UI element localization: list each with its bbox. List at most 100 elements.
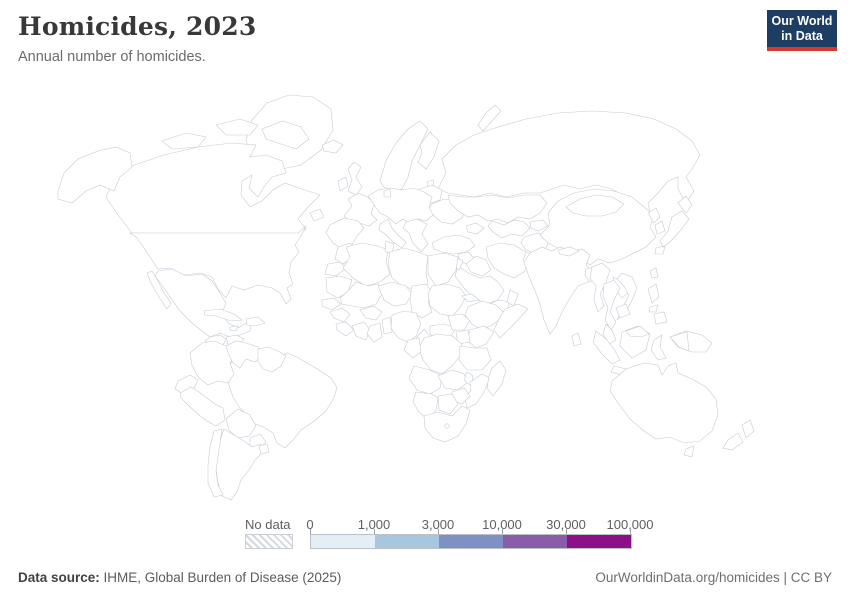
legend-tick-2: 3,000 — [421, 517, 455, 532]
lesotho-gap — [444, 423, 450, 429]
country-burkina[interactable] — [359, 305, 383, 321]
data-source-label: Data source: — [18, 570, 100, 585]
country-cambodia[interactable] — [615, 303, 631, 319]
country-taiwan[interactable] — [649, 267, 659, 279]
country-west-papua[interactable] — [669, 331, 690, 352]
legend-bin-0[interactable] — [311, 535, 375, 548]
country-ghana[interactable] — [366, 322, 383, 343]
country-myanmar[interactable] — [589, 262, 611, 313]
country-ethiopia[interactable] — [464, 300, 506, 331]
legend-tickmark — [502, 529, 503, 534]
owid-logo-line1: Our World — [771, 14, 833, 28]
country-egypt[interactable] — [427, 252, 459, 287]
country-uk[interactable] — [347, 161, 363, 196]
legend-bin-1[interactable] — [375, 535, 439, 548]
country-angola[interactable] — [408, 365, 443, 395]
country-alaska[interactable] — [57, 146, 133, 204]
country-australia[interactable] — [609, 362, 719, 444]
country-india[interactable] — [523, 246, 593, 335]
country-nepal[interactable] — [557, 246, 580, 257]
country-mexico[interactable] — [146, 268, 253, 338]
country-malaysia[interactable] — [602, 323, 650, 345]
country-kenya[interactable] — [466, 325, 495, 349]
country-libya[interactable] — [387, 247, 429, 291]
country-bolivia[interactable] — [225, 408, 257, 439]
country-jamaica[interactable] — [229, 325, 239, 332]
country-south-korea[interactable] — [654, 220, 666, 235]
no-data-swatch[interactable] — [245, 534, 293, 549]
country-tasmania[interactable] — [683, 445, 695, 458]
chart-header: Homicides, 2023 Annual number of homicid… — [18, 12, 256, 65]
country-uruguay[interactable] — [258, 443, 270, 455]
country-finland[interactable] — [417, 131, 440, 170]
country-algeria[interactable] — [342, 242, 391, 287]
country-turkey[interactable] — [431, 234, 476, 255]
map-legend: No data 0 1,000 3,000 10,000 30,000 100,… — [245, 515, 654, 551]
country-botswana[interactable] — [437, 393, 459, 415]
page-subtitle: Annual number of homicides. — [18, 49, 206, 65]
country-iceland[interactable] — [321, 139, 344, 154]
country-somalia[interactable] — [493, 303, 529, 339]
country-chad[interactable] — [409, 283, 433, 319]
country-sudan[interactable] — [427, 283, 467, 317]
data-source-text: IHME, Global Burden of Disease (2025) — [99, 570, 342, 585]
country-caucasus[interactable] — [465, 222, 485, 235]
country-central-europe[interactable] — [367, 187, 434, 225]
owid-logo[interactable]: Our World in Data — [767, 10, 837, 51]
country-hispaniola[interactable] — [245, 316, 266, 327]
country-japan[interactable] — [654, 195, 693, 255]
country-philippines[interactable] — [647, 283, 668, 325]
country-ivory-coast[interactable] — [351, 321, 371, 341]
country-new-zealand[interactable] — [722, 419, 755, 451]
legend-bin-4[interactable] — [567, 535, 631, 548]
country-sri-lanka[interactable] — [571, 332, 582, 347]
country-ireland[interactable] — [337, 176, 349, 192]
country-kyrgyz-tajik[interactable] — [529, 219, 549, 232]
country-russia[interactable] — [426, 104, 701, 218]
country-usa[interactable] — [129, 225, 307, 305]
legend-bin-2[interactable] — [439, 535, 503, 548]
country-denmark[interactable] — [383, 188, 392, 198]
country-eritrea[interactable] — [461, 293, 480, 303]
country-mozambique[interactable] — [464, 373, 491, 409]
country-balkans[interactable] — [402, 218, 429, 253]
legend-tick-0: 0 — [306, 517, 314, 532]
country-togo-benin[interactable] — [381, 316, 393, 335]
legend-tick-3: 10,000 — [482, 517, 522, 532]
country-south-sudan[interactable] — [447, 313, 471, 331]
country-uzbek-turkmen[interactable] — [487, 219, 531, 239]
country-guinea[interactable] — [329, 307, 351, 323]
country-niger[interactable] — [377, 281, 413, 307]
country-canada[interactable] — [105, 118, 325, 236]
country-thailand[interactable] — [602, 279, 621, 331]
country-iberia[interactable] — [325, 217, 365, 251]
country-cuba[interactable] — [203, 308, 243, 322]
country-sumatra[interactable] — [592, 330, 621, 365]
country-drc[interactable] — [418, 333, 463, 375]
country-senegal[interactable] — [321, 297, 342, 311]
country-peru[interactable] — [179, 386, 226, 427]
country-iran[interactable] — [485, 242, 531, 279]
legend-color-bar — [310, 534, 632, 549]
country-mongolia[interactable] — [565, 194, 625, 217]
country-madagascar[interactable] — [486, 360, 507, 397]
country-tanzania[interactable] — [458, 345, 492, 371]
country-sulawesi[interactable] — [650, 334, 667, 361]
legend-tickmark — [374, 529, 375, 534]
country-guianas[interactable] — [257, 346, 287, 373]
country-western-sahara[interactable] — [324, 261, 347, 277]
country-venezuela[interactable] — [225, 340, 265, 369]
country-nigeria[interactable] — [390, 310, 422, 343]
country-chile[interactable] — [207, 428, 224, 498]
country-congo-gabon[interactable] — [403, 337, 422, 359]
no-data-label: No data — [245, 517, 291, 532]
legend-tickmark — [438, 529, 439, 534]
country-iraq[interactable] — [465, 255, 492, 277]
country-sierra-leone-liberia[interactable] — [335, 321, 355, 337]
country-north-korea[interactable] — [647, 207, 661, 224]
legend-bin-3[interactable] — [503, 535, 567, 548]
license-link[interactable]: OurWorldinData.org/homicides | CC BY — [595, 570, 832, 585]
country-saudi-arabia[interactable] — [454, 265, 505, 305]
country-kazakhstan[interactable] — [447, 194, 548, 224]
country-colombia[interactable] — [189, 340, 239, 386]
